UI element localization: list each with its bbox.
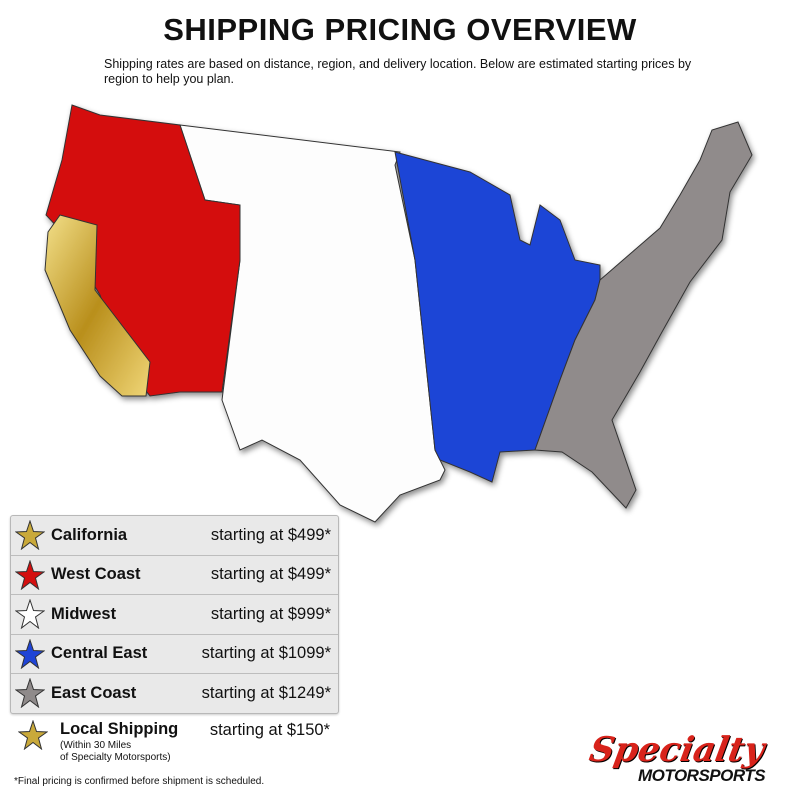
legend-row-central-east: Central East starting at $1099* — [11, 635, 338, 674]
local-subtext: (Within 30 Miles of Specialty Motorsport… — [60, 740, 171, 764]
region-name: California — [51, 525, 128, 544]
gray-star-icon — [15, 678, 45, 709]
us-region-map — [44, 104, 753, 523]
intro-text: Shipping rates are based on distance, re… — [104, 57, 692, 86]
local-name: Local Shipping — [60, 720, 179, 738]
region-east-coast — [534, 121, 753, 509]
logo-script: Specialty — [586, 730, 768, 770]
region-price: starting at $1099* — [201, 644, 331, 663]
local-sub-line-2: of Specialty Motorsports) — [60, 752, 171, 763]
region-price: starting at $1249* — [201, 683, 331, 702]
region-name: Midwest — [51, 604, 117, 623]
region-name: Central East — [51, 644, 148, 663]
red-star-icon — [15, 559, 45, 590]
region-california — [44, 214, 151, 397]
region-name: West Coast — [51, 565, 141, 584]
gold-star-icon — [18, 720, 48, 750]
legend-row-midwest: Midwest starting at $999* — [11, 595, 338, 635]
pricing-legend: California starting at $499* West Coast … — [10, 515, 339, 714]
legend-row-west-coast: West Coast starting at $499* — [11, 556, 338, 595]
page-title: SHIPPING PRICING OVERVIEW — [163, 12, 637, 47]
footnote: *Final pricing is confirmed before shipm… — [14, 776, 265, 787]
region-price: starting at $499* — [210, 525, 331, 544]
local-sub-line-1: (Within 30 Miles — [60, 740, 132, 751]
white-star-icon — [15, 599, 45, 630]
local-price: starting at $150* — [209, 721, 330, 739]
gold-star-icon — [15, 520, 45, 551]
blue-star-icon — [15, 638, 45, 669]
region-west-coast — [45, 104, 241, 397]
legend-row-east-coast: East Coast starting at $1249* — [11, 674, 338, 713]
region-price: starting at $999* — [210, 604, 331, 623]
region-name: East Coast — [51, 683, 137, 702]
region-price: starting at $499* — [210, 565, 331, 584]
logo-subtext: MOTORSPORTS — [638, 766, 766, 785]
specialty-motorsports-logo: Specialty MOTORSPORTS — [586, 730, 790, 790]
legend-row-california: California starting at $499* — [11, 516, 338, 556]
